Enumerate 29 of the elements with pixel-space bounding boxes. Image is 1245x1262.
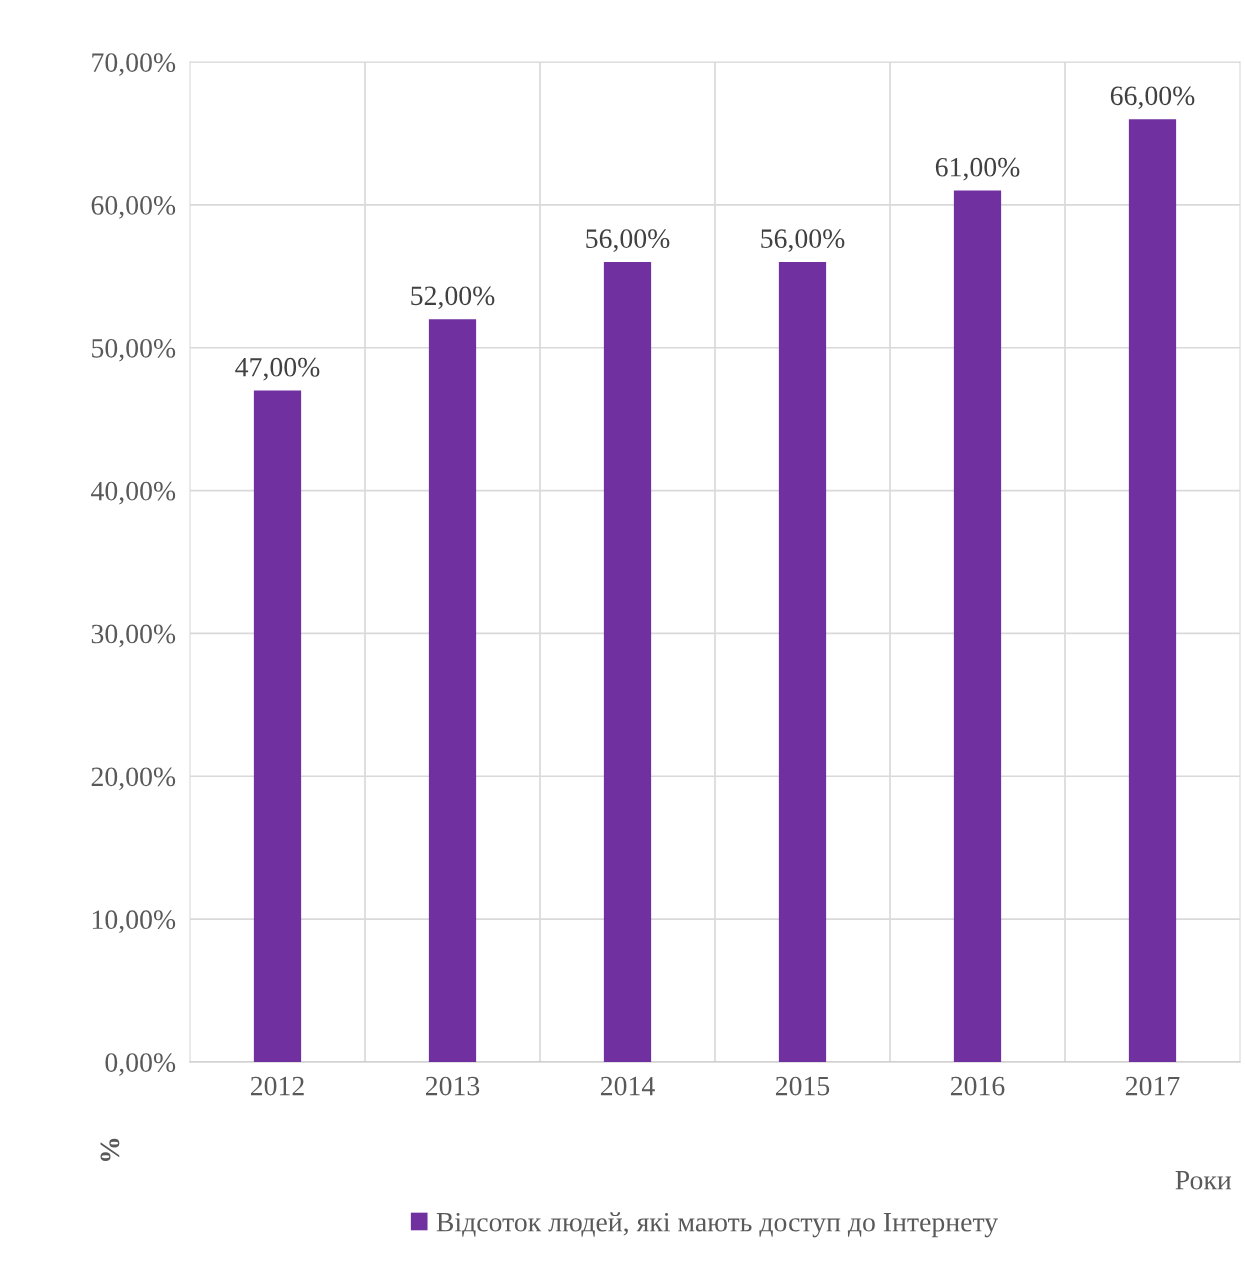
data-label: 47,00% xyxy=(235,357,320,381)
x-tick-label: 2015 xyxy=(775,1076,830,1096)
y-tick-label: 60,00% xyxy=(91,196,176,219)
legend-label: Відсоток людей, які мають доступ до Інтернету xyxy=(436,1212,999,1238)
y-tick-label: 50,00% xyxy=(92,338,176,362)
x-tick-label: 2017 xyxy=(1125,1076,1180,1096)
bar xyxy=(253,390,302,1062)
data-label: 52,00% xyxy=(411,286,495,310)
x-axis-title: Роки xyxy=(1175,1171,1232,1190)
bar xyxy=(953,190,1002,1062)
y-tick-label: 30,00% xyxy=(91,624,176,648)
x-tick-label: 2014 xyxy=(600,1076,655,1096)
x-tick-label: 2012 xyxy=(250,1076,304,1096)
y-tick-label: 10,00% xyxy=(92,910,176,934)
y-tick-label: 0,00% xyxy=(105,1053,176,1076)
bar xyxy=(603,262,652,1062)
x-tick-label: 2013 xyxy=(425,1076,480,1096)
bar xyxy=(778,262,827,1062)
bar xyxy=(428,319,477,1062)
y-tick-label: 40,00% xyxy=(91,481,176,505)
y-tick-label: 20,00% xyxy=(91,767,176,791)
y-axis-title: % xyxy=(100,1138,120,1162)
data-label: 56,00% xyxy=(586,229,670,253)
data-label: 61,00% xyxy=(935,157,1020,181)
x-tick-label: 2016 xyxy=(950,1076,1005,1096)
y-tick-label: 70,00% xyxy=(92,53,176,76)
data-label: 66,00% xyxy=(1110,86,1195,110)
bar xyxy=(1128,119,1177,1062)
data-label: 56,00% xyxy=(761,229,845,253)
